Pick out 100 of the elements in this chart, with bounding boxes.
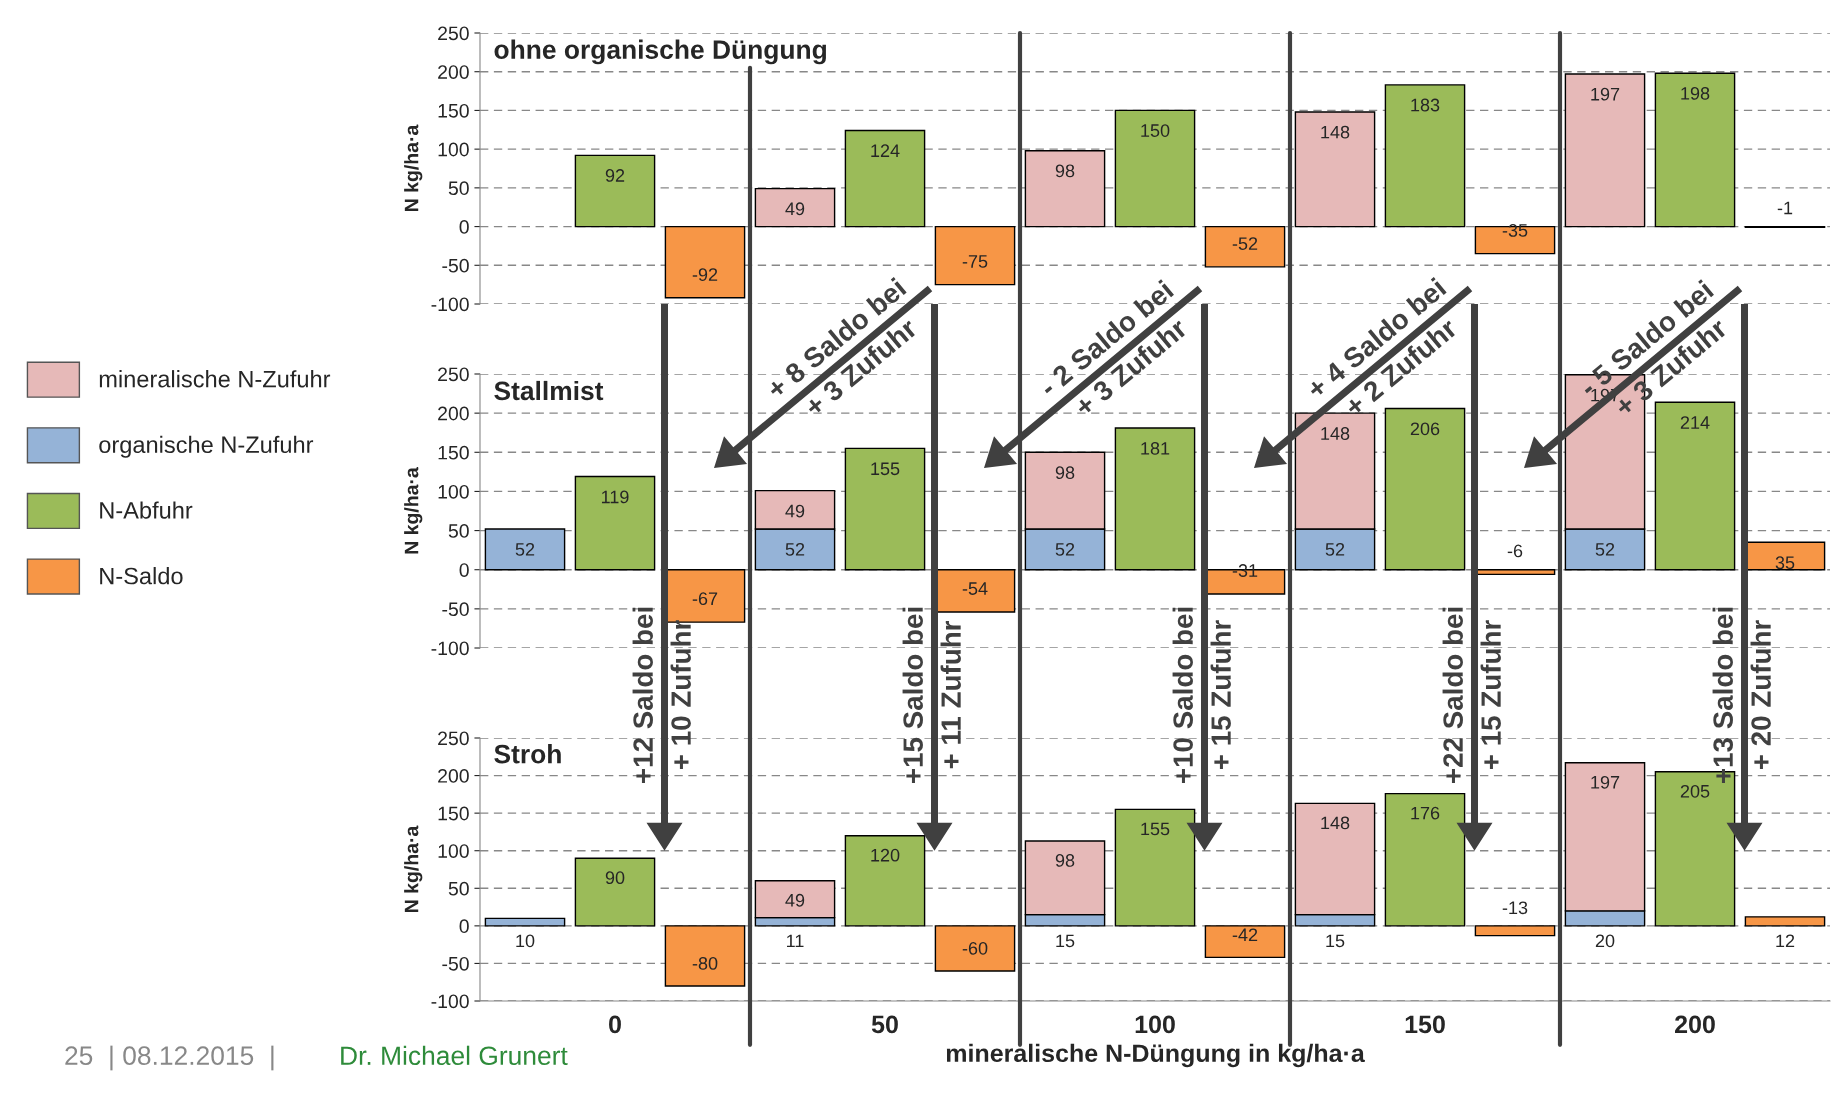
data-label: 52 <box>1325 542 1345 556</box>
y-tick-label: 150 <box>438 806 469 821</box>
y-tick-label: -100 <box>431 641 469 656</box>
y-tick-label: 250 <box>438 26 469 41</box>
data-label: -92 <box>692 268 718 281</box>
data-label: 148 <box>1321 427 1350 440</box>
data-label: 52 <box>515 542 535 556</box>
bar <box>1114 808 1196 927</box>
bar <box>1114 109 1196 228</box>
y-tick-label: -50 <box>442 258 469 273</box>
y-tick-label: -100 <box>431 297 469 312</box>
x-tick-label: 50 <box>871 1015 898 1034</box>
data-label: 150 <box>1141 124 1170 137</box>
bar <box>1384 84 1466 228</box>
y-tick-label: -50 <box>442 956 469 971</box>
bar <box>754 187 836 228</box>
data-label: 15 <box>1326 934 1345 948</box>
data-label: 206 <box>1410 422 1440 436</box>
bar <box>934 225 1016 286</box>
y-tick-label: 100 <box>438 844 469 858</box>
y-tick-label: 200 <box>438 65 469 79</box>
chart-title: ohne organische Düngung <box>494 39 826 65</box>
data-label: 155 <box>1141 822 1170 836</box>
data-label: 98 <box>1055 164 1075 178</box>
data-label: 155 <box>871 462 900 476</box>
data-label: 90 <box>605 871 625 885</box>
data-label: -35 <box>1502 224 1528 237</box>
data-label: 181 <box>1141 442 1170 455</box>
bar <box>574 154 656 228</box>
y-tick-label: 150 <box>438 103 469 118</box>
bar <box>1204 925 1286 959</box>
data-label: 12 <box>1776 934 1795 948</box>
y-tick-label: 0 <box>459 563 469 577</box>
data-label: 92 <box>605 169 625 182</box>
y-tick-label: 50 <box>448 524 469 538</box>
data-label: 120 <box>871 848 900 862</box>
data-label: -13 <box>1502 901 1528 915</box>
annotation: +12 Saldo bei + 10 Zufuhr <box>632 607 691 783</box>
data-label: -1 <box>1777 201 1793 215</box>
y-tick-label: 250 <box>438 367 469 382</box>
x-tick-label: 150 <box>1405 1015 1445 1034</box>
bar <box>844 129 926 228</box>
data-label: -31 <box>1232 564 1258 577</box>
y-tick-label: 100 <box>438 142 469 157</box>
y-axis-title: N kg/ha·a <box>404 124 423 211</box>
y-tick-label: -100 <box>431 994 469 1009</box>
data-label: 52 <box>1055 542 1075 556</box>
data-label: -54 <box>962 582 988 595</box>
annotation: +13 Saldo bei + 20 Zufuhr <box>1712 607 1771 783</box>
text: 25 | 08.12.2015 | <box>65 1045 274 1071</box>
data-label: 197 <box>1591 775 1620 789</box>
x-tick-label: 100 <box>1135 1015 1175 1034</box>
bar <box>934 925 1016 972</box>
x-tick-label: 200 <box>1675 1015 1715 1034</box>
data-label: 198 <box>1681 87 1710 100</box>
y-tick-label: 150 <box>438 445 469 460</box>
x-tick-label: 0 <box>609 1015 621 1034</box>
y-tick-label: 200 <box>438 769 469 783</box>
bar <box>1294 111 1376 228</box>
bar <box>484 917 566 927</box>
y-tick-label: -50 <box>442 602 469 617</box>
bar <box>1474 925 1556 937</box>
data-label: -67 <box>692 592 718 606</box>
data-label: -75 <box>962 255 988 268</box>
data-label: -80 <box>692 956 718 970</box>
data-label: 197 <box>1591 87 1620 101</box>
chart-title: Stallmist <box>494 380 604 401</box>
data-label: 49 <box>785 893 805 907</box>
data-label: -52 <box>1232 237 1258 250</box>
y-axis-title: N kg/ha·a <box>404 825 423 912</box>
data-label: 176 <box>1411 806 1440 820</box>
bar <box>1474 225 1556 255</box>
data-label: 35 <box>1775 556 1795 570</box>
legend-label: N-Saldo <box>100 567 183 585</box>
annotation: +10 Saldo bei + 15 Zufuhr <box>1172 607 1231 783</box>
data-label: 148 <box>1321 125 1350 139</box>
y-tick-label: 0 <box>459 220 469 234</box>
legend-label: organische N-Zufuhr <box>99 435 314 458</box>
data-label: 20 <box>1595 934 1615 948</box>
y-tick-label: 0 <box>459 919 469 934</box>
bar <box>1024 149 1106 228</box>
bar <box>574 857 656 927</box>
y-axis-title: N kg/ha·a <box>404 467 423 554</box>
bar <box>664 225 746 299</box>
bar <box>664 925 746 987</box>
annotation: +22 Saldo bei + 15 Zufuhr <box>1442 607 1501 783</box>
data-label: 98 <box>1055 466 1075 480</box>
data-label: 49 <box>785 202 805 216</box>
data-label: 52 <box>785 542 805 556</box>
data-label: 119 <box>601 490 629 504</box>
data-label: -42 <box>1232 928 1258 942</box>
y-tick-label: 50 <box>448 881 469 896</box>
bar <box>1654 72 1736 228</box>
annotation: +15 Saldo bei + 11 Zufuhr <box>902 607 961 783</box>
y-tick-label: 200 <box>438 406 469 421</box>
data-label: 183 <box>1411 98 1440 112</box>
data-label: 124 <box>871 144 900 157</box>
data-label: 214 <box>1680 416 1710 429</box>
data-label: 10 <box>516 934 535 948</box>
y-tick-label: 100 <box>438 484 469 499</box>
